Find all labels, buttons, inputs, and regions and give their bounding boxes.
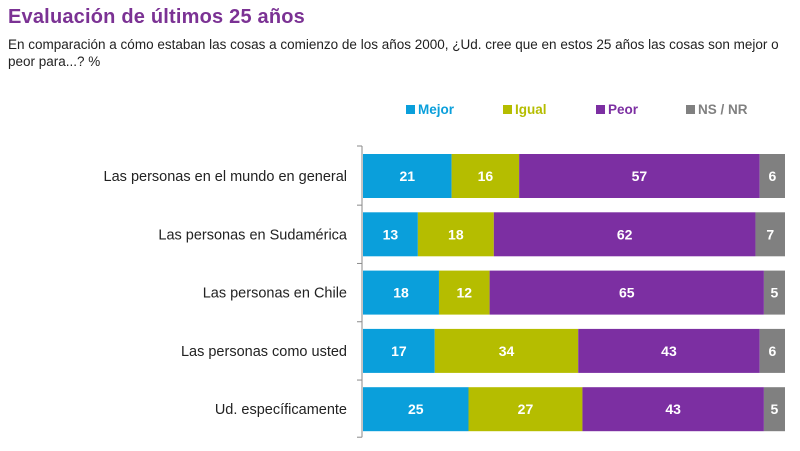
category-label-las-personas-en-el-mundo-en-general: Las personas en el mundo en general [104, 169, 347, 185]
legend-label-peor: Peor [608, 102, 639, 117]
legend-swatch-mejor [406, 105, 415, 114]
bar-segment-igual-2 [417, 212, 494, 257]
legend-swatch-igual [503, 105, 512, 114]
data-label-mejor-4: 17 [391, 343, 407, 359]
bar-segment-ns-nr-3 [763, 270, 785, 315]
data-label-igual-5: 27 [518, 401, 534, 417]
bar-segment-mejor-1 [363, 154, 452, 198]
bar-segment-peor-1 [519, 154, 760, 198]
bar-segment-igual-3 [438, 270, 490, 315]
data-label-mejor-5: 25 [408, 401, 424, 417]
bar-segment-peor-2 [493, 212, 756, 257]
data-label-peor-2: 62 [617, 226, 633, 242]
legend-item-igual: Igual [503, 102, 547, 117]
bar-segment-mejor-3 [363, 270, 439, 315]
category-label-las-personas-en-chile: Las personas en Chile [203, 286, 347, 302]
data-label-peor-4: 43 [661, 343, 677, 359]
data-label-peor-1: 57 [632, 168, 648, 184]
bar-segment-peor-4 [578, 328, 760, 373]
chart-title: Evaluación de últimos 25 años [8, 6, 306, 28]
legend-item-peor: Peor [596, 102, 638, 117]
data-label-peor-5: 43 [665, 401, 681, 417]
legend-label-mejor: Mejor [418, 102, 455, 117]
legend-item-nsnr: NS / NR [686, 102, 748, 117]
data-label-mejor-2: 13 [383, 226, 399, 242]
chart-subtitle: En comparación a cómo estaban las cosas … [8, 37, 779, 69]
bar-segment-igual-4 [434, 328, 579, 373]
data-label-igual-2: 18 [448, 226, 464, 242]
category-label-las-personas-en-sudamerica: Las personas en Sudamérica [158, 227, 348, 243]
bar-segment-ns-nr-1 [759, 154, 785, 198]
bar-segment-igual-1 [451, 154, 520, 198]
data-label-igual-4: 34 [499, 343, 515, 359]
data-label-ns-nr-1: 6 [768, 168, 776, 184]
legend-item-mejor: Mejor [406, 102, 454, 117]
data-label-mejor-3: 18 [393, 285, 409, 301]
legend-swatch-peor [596, 105, 605, 114]
data-label-ns-nr-3: 5 [771, 285, 779, 301]
data-label-mejor-1: 21 [400, 168, 416, 184]
bar-segment-ns-nr-4 [759, 328, 785, 373]
bar-segment-mejor-2 [363, 212, 418, 257]
category-label-las-personas-como-usted: Las personas como usted [181, 344, 347, 360]
data-label-ns-nr-4: 6 [768, 343, 776, 359]
bar-segment-ns-nr-5 [763, 387, 785, 432]
data-label-ns-nr-2: 7 [766, 226, 774, 242]
bar-segment-igual-5 [468, 387, 583, 432]
bar-segment-mejor-4 [363, 328, 435, 373]
legend-label-igual: Igual [515, 102, 547, 117]
data-label-igual-1: 16 [478, 168, 494, 184]
category-label-ud-especificamente: Ud. específicamente [215, 402, 347, 418]
data-label-ns-nr-5: 5 [771, 401, 779, 417]
bar-segment-mejor-5 [363, 387, 469, 432]
legend-swatch-nsnr [686, 105, 695, 114]
bar-segment-peor-3 [489, 270, 764, 315]
bar-segment-peor-5 [582, 387, 764, 432]
legend-label-nsnr: NS / NR [698, 102, 748, 117]
data-label-peor-3: 65 [619, 285, 635, 301]
bar-segment-ns-nr-2 [755, 212, 785, 257]
data-label-igual-3: 12 [456, 285, 472, 301]
legend: Mejor Igual Peor NS / NR [0, 102, 800, 120]
